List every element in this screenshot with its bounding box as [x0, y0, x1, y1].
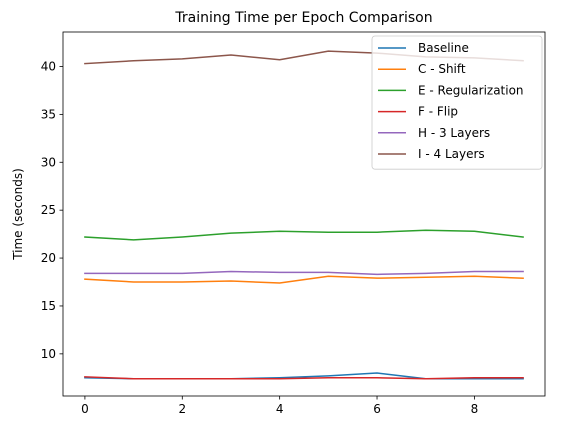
y-tick-label-2: 20: [41, 251, 56, 265]
y-axis-label: Time (seconds): [11, 168, 25, 261]
legend-label-2: E - Regularization: [418, 83, 524, 97]
y-tick-label-0: 10: [41, 347, 56, 361]
x-tick-label-3: 6: [373, 402, 381, 416]
chart-title: Training Time per Epoch Comparison: [174, 10, 432, 26]
legend-box: [371, 35, 543, 170]
legend-label-1: C - Shift: [418, 62, 466, 76]
legend-label-3: F - Flip: [418, 105, 458, 119]
x-tick-label-1: 2: [178, 402, 186, 416]
x-tick-label-4: 8: [471, 402, 479, 416]
series-line-3: [84, 376, 524, 380]
x-tick-label-0: 0: [81, 402, 89, 416]
y-tick-label-6: 40: [41, 59, 56, 73]
legend-label-5: I - 4 Layers: [418, 147, 485, 161]
series-line-4: [84, 270, 524, 276]
legend: Baseline C - Shift E - Regularization F - F…: [371, 35, 543, 170]
x-tick-label-2: 4: [276, 402, 284, 416]
y-tick-label-1: 15: [41, 299, 56, 313]
y-tick-label-3: 25: [41, 203, 56, 217]
y-tick-label-4: 30: [41, 155, 56, 169]
series-line-2: [84, 229, 524, 241]
y-tick-label-5: 35: [41, 107, 56, 121]
axes-frame: [62, 31, 546, 397]
series-line-1: [84, 275, 524, 284]
plot-area: 0 2 4 6 8 10 15 20 25 30 35 40: [41, 31, 546, 416]
legend-label-0: Baseline: [418, 41, 469, 55]
legend-label-4: H - 3 Layers: [418, 126, 490, 140]
